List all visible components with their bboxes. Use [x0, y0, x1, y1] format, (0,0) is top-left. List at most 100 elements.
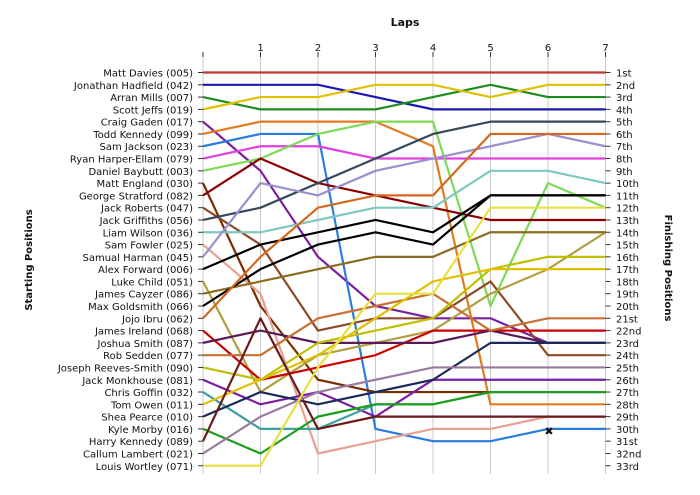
series-line-11 — [202, 157, 606, 222]
finishing-position-label: 27th — [616, 388, 639, 399]
starting-name-label: Matt Davies (005) — [103, 69, 193, 80]
lap-tick-labels: 1 2 3 4 5 6 7 — [257, 43, 608, 54]
starting-name-label: Jack Roberts (047) — [100, 204, 193, 215]
finishing-position-label: 2nd — [616, 81, 635, 92]
series-line-30 — [202, 390, 606, 455]
starting-name-label: Todd Kennedy (099) — [92, 130, 193, 141]
finishing-position-label: 18th — [616, 277, 639, 288]
starting-name-label: Jack Monkhouse (081) — [81, 376, 193, 387]
finishing-position-label: 22nd — [616, 327, 641, 338]
starting-name-label: Jojo Ibru (062) — [121, 314, 193, 325]
right-axis-label: Finishing Positions — [662, 215, 673, 322]
starting-name-label: Ryan Harper-Ellam (079) — [70, 155, 193, 166]
starting-name-label: James Ireland (068) — [94, 327, 193, 338]
finishing-position-label: 23rd — [616, 339, 639, 350]
series-line-19 — [202, 231, 606, 295]
retired-marker-icon: ✖ — [544, 425, 553, 438]
finishing-position-label: 8th — [616, 155, 633, 166]
starting-name-label: Luke Child (051) — [111, 277, 193, 288]
finishing-position-label: 19th — [616, 290, 639, 301]
series-line-16 — [202, 132, 606, 258]
series-line-28 — [202, 268, 606, 406]
series-line-18 — [202, 231, 607, 394]
left-axis-label: Starting Positions — [24, 209, 35, 310]
starting-name-label: Max Goldsmith (066) — [88, 302, 193, 313]
lap-tick-label: 2 — [315, 43, 321, 54]
series-line-29 — [202, 341, 606, 418]
finishing-position-label: 16th — [616, 253, 639, 264]
lap-tick-label: 4 — [430, 43, 436, 54]
finishing-position-label: 25th — [616, 363, 639, 374]
starting-name-label: Louis Wortley (071) — [96, 462, 193, 473]
starting-name-label: Joshua Smith (087) — [97, 339, 194, 350]
finishing-position-label: 3rd — [616, 93, 633, 104]
lap-tick-label: 1 — [257, 43, 263, 54]
finishing-position-label: 24th — [616, 351, 639, 362]
lap-tick-label: 7 — [602, 43, 608, 54]
finishing-position-label: 7th — [616, 142, 633, 153]
finishing-position-label: 21st — [616, 314, 638, 325]
finishing-position-label: 14th — [616, 228, 639, 239]
series-line-3 — [202, 83, 606, 111]
starting-name-label: Daniel Baybutt (003) — [88, 167, 193, 178]
finishing-position-label: 12th — [616, 204, 639, 215]
series-line-33 — [203, 206, 606, 467]
starting-name-labels: Matt Davies (005)Jonathan Hadfield (042)… — [57, 69, 193, 473]
series-line-25 — [202, 255, 606, 381]
series-line-20 — [202, 194, 606, 307]
series-line-13 — [202, 120, 606, 222]
finishing-position-label: 1st — [616, 69, 632, 80]
series-line-8 — [202, 145, 606, 160]
finishing-position-label: 20th — [616, 302, 639, 313]
series-line-22 — [202, 329, 606, 381]
starting-name-label: Shea Pearce (010) — [101, 413, 193, 424]
finishing-position-label: 28th — [616, 400, 639, 411]
starting-name-label: George Stratford (082) — [79, 191, 193, 202]
lap-tick-label: 6 — [545, 43, 551, 54]
starting-name-label: Arran Mills (007) — [110, 93, 193, 104]
finishing-position-label: 15th — [616, 241, 639, 252]
series-line-9 — [202, 120, 606, 308]
series-line-4 — [202, 83, 606, 111]
finishing-position-label: 17th — [616, 265, 639, 276]
starting-name-label: Sam Fowler (025) — [105, 241, 193, 252]
finishing-position-label: 33rd — [616, 462, 639, 473]
starting-name-label: Jonathan Hadfield (042) — [73, 81, 193, 92]
series-line-23 — [202, 329, 606, 344]
finishing-position-label: 5th — [616, 118, 633, 129]
starting-name-label: Scott Jeffs (019) — [113, 105, 193, 116]
finishing-position-label: 6th — [616, 130, 633, 141]
finishing-position-label: 11th — [616, 191, 639, 202]
series-line-15 — [202, 243, 606, 455]
series-line-32 — [202, 366, 606, 455]
series-line-26 — [202, 378, 606, 418]
starting-name-label: Tom Owen (011) — [110, 400, 193, 411]
finishing-position-labels: 1st2nd3rd4th5th6th7th8th9th10th11th12th1… — [616, 69, 641, 473]
series-line-6 — [202, 120, 606, 406]
finishing-position-label: 26th — [616, 376, 639, 387]
starting-name-label: Craig Gaden (017) — [101, 118, 193, 129]
starting-name-label: James Cayzer (086) — [94, 290, 193, 301]
finishing-position-label: 31st — [616, 437, 638, 448]
starting-name-label: Rob Sedden (077) — [103, 351, 193, 362]
series-line-31 — [202, 317, 606, 442]
series-line-7 — [202, 132, 606, 443]
starting-name-label: Joseph Reeves-Smith (090) — [57, 363, 193, 374]
series-line-21 — [202, 132, 606, 320]
finishing-position-label: 13th — [616, 216, 639, 227]
starting-name-label: Sam Jackson (023) — [100, 142, 194, 153]
lap-tick-label: 5 — [487, 43, 493, 54]
starting-name-label: Callum Lambert (021) — [83, 449, 193, 460]
starting-name-label: Samual Harman (045) — [83, 253, 194, 264]
starting-name-label: Chris Goffin (032) — [104, 388, 193, 399]
finishing-position-label: 10th — [616, 179, 639, 190]
grid-lines — [198, 52, 611, 474]
series-line-14 — [203, 169, 606, 234]
finishing-position-label: 30th — [616, 425, 639, 436]
starting-name-label: Kyle Morby (016) — [108, 425, 193, 436]
starting-name-label: Matt England (030) — [97, 179, 194, 190]
finishing-position-label: 4th — [616, 105, 633, 116]
finishing-position-label: 32nd — [616, 449, 641, 460]
starting-name-label: Harry Kennedy (089) — [89, 437, 193, 448]
